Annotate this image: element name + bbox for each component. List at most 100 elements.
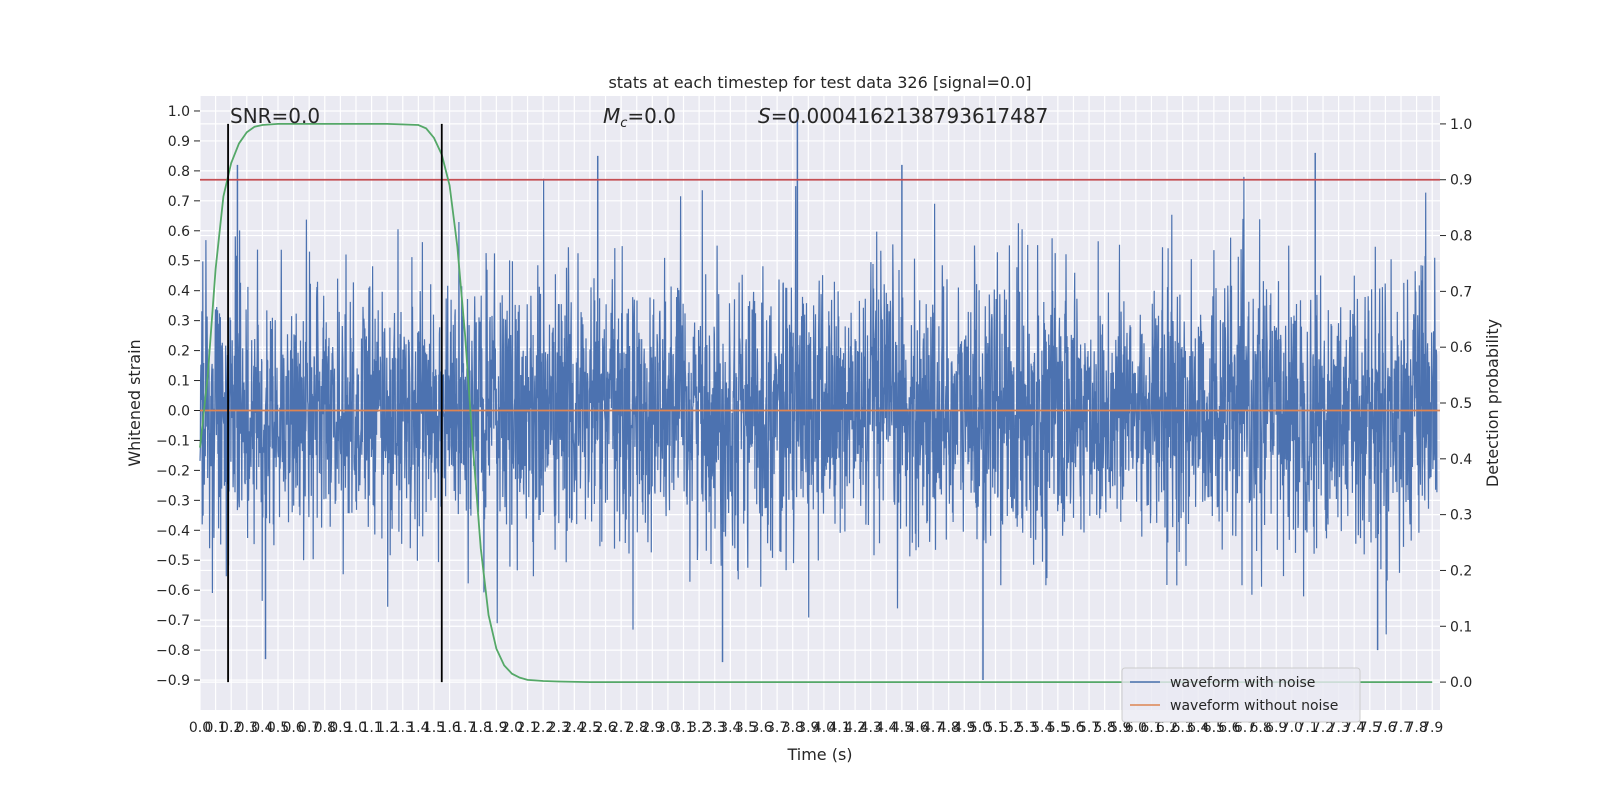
s-symbol: S xyxy=(758,104,771,128)
x-tick-label: 7.5 xyxy=(1359,720,1381,736)
x-tick-label: 7.0 xyxy=(1281,720,1303,736)
x-tick-label: 6.3 xyxy=(1172,720,1194,736)
x-tick-label: 1.6 xyxy=(438,720,460,736)
x-tick-label: 1.9 xyxy=(485,720,507,736)
y2-tick-label: 1.0 xyxy=(1450,117,1472,133)
y-tick-label: 0.8 xyxy=(168,164,190,180)
x-axis-ticks: 0.00.10.20.30.40.50.60.70.80.91.01.11.21… xyxy=(189,720,1443,736)
x-tick-label: 5.8 xyxy=(1094,720,1116,736)
y2-tick-label: 0.7 xyxy=(1450,284,1472,300)
x-tick-label: 2.3 xyxy=(548,720,570,736)
x-tick-label: 3.2 xyxy=(688,720,710,736)
x-tick-label: 0.0 xyxy=(189,720,211,736)
x-tick-label: 5.1 xyxy=(984,720,1006,736)
y2-tick-label: 0.2 xyxy=(1450,563,1472,579)
x-tick-label: 2.6 xyxy=(594,720,616,736)
x-tick-label: 2.5 xyxy=(579,720,601,736)
x-tick-label: 4.8 xyxy=(938,720,960,736)
x-tick-label: 0.5 xyxy=(267,720,289,736)
x-tick-label: 4.6 xyxy=(906,720,928,736)
x-tick-label: 1.8 xyxy=(470,720,492,736)
x-tick-label: 2.8 xyxy=(626,720,648,736)
x-tick-label: 4.0 xyxy=(813,720,835,736)
x-tick-label: 0.8 xyxy=(314,720,336,736)
chirp-mass-subscript: c xyxy=(620,116,627,131)
x-tick-label: 6.7 xyxy=(1234,720,1256,736)
y-tick-label: −0.4 xyxy=(156,523,190,539)
x-tick-label: 5.4 xyxy=(1031,720,1053,736)
x-axis-label: Time (s) xyxy=(786,745,852,764)
x-tick-label: 7.2 xyxy=(1312,720,1334,736)
x-tick-label: 1.3 xyxy=(392,720,414,736)
x-tick-label: 7.7 xyxy=(1390,720,1412,736)
x-tick-label: 6.4 xyxy=(1187,720,1209,736)
y-tick-label: −0.2 xyxy=(156,463,190,479)
x-tick-label: 6.5 xyxy=(1203,720,1225,736)
y-tick-label: 0.0 xyxy=(168,403,190,419)
x-tick-label: 4.3 xyxy=(860,720,882,736)
x-tick-label: 2.1 xyxy=(516,720,538,736)
x-tick-label: 6.6 xyxy=(1218,720,1240,736)
x-tick-label: 5.3 xyxy=(1016,720,1038,736)
x-tick-label: 1.1 xyxy=(360,720,382,736)
s-annotation: S=0.0004162138793617487 xyxy=(758,104,1048,128)
y-tick-label: 0.5 xyxy=(168,254,190,270)
x-tick-label: 5.2 xyxy=(1000,720,1022,736)
y2-tick-label: 0.6 xyxy=(1450,340,1472,356)
x-tick-label: 0.6 xyxy=(282,720,304,736)
x-tick-label: 2.2 xyxy=(532,720,554,736)
x-tick-label: 6.9 xyxy=(1265,720,1287,736)
x-tick-label: 5.5 xyxy=(1047,720,1069,736)
x-tick-label: 2.7 xyxy=(610,720,632,736)
x-tick-label: 0.3 xyxy=(236,720,258,736)
x-tick-label: 3.8 xyxy=(782,720,804,736)
x-tick-label: 5.6 xyxy=(1062,720,1084,736)
x-tick-label: 5.9 xyxy=(1109,720,1131,736)
y2-tick-label: 0.3 xyxy=(1450,508,1472,524)
x-tick-label: 3.6 xyxy=(750,720,772,736)
x-tick-label: 1.7 xyxy=(454,720,476,736)
x-tick-label: 1.5 xyxy=(423,720,445,736)
x-tick-label: 1.4 xyxy=(407,720,429,736)
x-tick-label: 7.3 xyxy=(1327,720,1349,736)
x-tick-label: 3.7 xyxy=(766,720,788,736)
x-tick-label: 4.4 xyxy=(875,720,897,736)
y-tick-label: 0.9 xyxy=(168,134,190,150)
chart-title: stats at each timestep for test data 326… xyxy=(608,73,1031,92)
x-tick-label: 5.0 xyxy=(969,720,991,736)
y2-tick-label: 0.8 xyxy=(1450,229,1472,245)
y-tick-label: 0.4 xyxy=(168,284,190,300)
x-tick-label: 2.9 xyxy=(641,720,663,736)
y-tick-label: −0.3 xyxy=(156,493,190,509)
y-tick-label: −0.7 xyxy=(156,613,190,629)
y-tick-label: 0.2 xyxy=(168,344,190,360)
x-tick-label: 6.8 xyxy=(1249,720,1271,736)
y2-tick-label: 0.5 xyxy=(1450,396,1472,412)
legend: waveform with noise waveform without noi… xyxy=(1121,667,1361,723)
y2-tick-label: 0.1 xyxy=(1450,619,1472,635)
x-tick-label: 3.1 xyxy=(672,720,694,736)
y-tick-label: −0.6 xyxy=(156,583,190,599)
x-tick-label: 5.7 xyxy=(1078,720,1100,736)
y-tick-label: −0.8 xyxy=(156,643,190,659)
x-tick-label: 0.1 xyxy=(204,720,226,736)
x-tick-label: 0.7 xyxy=(298,720,320,736)
snr-annotation: SNR=0.0 xyxy=(230,104,320,128)
x-tick-label: 4.9 xyxy=(953,720,975,736)
x-tick-label: 1.2 xyxy=(376,720,398,736)
x-tick-label: 1.0 xyxy=(345,720,367,736)
legend-label-waveform-with-noise: waveform with noise xyxy=(1170,675,1315,691)
chirp-mass-value: =0.0 xyxy=(627,104,676,128)
y2-tick-label: 0.4 xyxy=(1450,452,1472,468)
x-tick-label: 7.9 xyxy=(1421,720,1443,736)
chirp-mass-annotation: Mc=0.0 xyxy=(603,104,676,131)
y-tick-label: 1.0 xyxy=(168,104,190,120)
chirp-mass-symbol: M xyxy=(603,104,620,128)
x-tick-label: 2.0 xyxy=(501,720,523,736)
x-tick-label: 2.4 xyxy=(563,720,585,736)
x-tick-label: 0.9 xyxy=(329,720,351,736)
y2-axis-label: Detection probability xyxy=(1483,319,1502,487)
x-tick-label: 0.2 xyxy=(220,720,242,736)
y-axis-ticks: −0.9 −0.8 −0.7 −0.6 −0.5 −0.4 −0.3 −0.2 −0.1 0.0 0… xyxy=(156,104,200,689)
